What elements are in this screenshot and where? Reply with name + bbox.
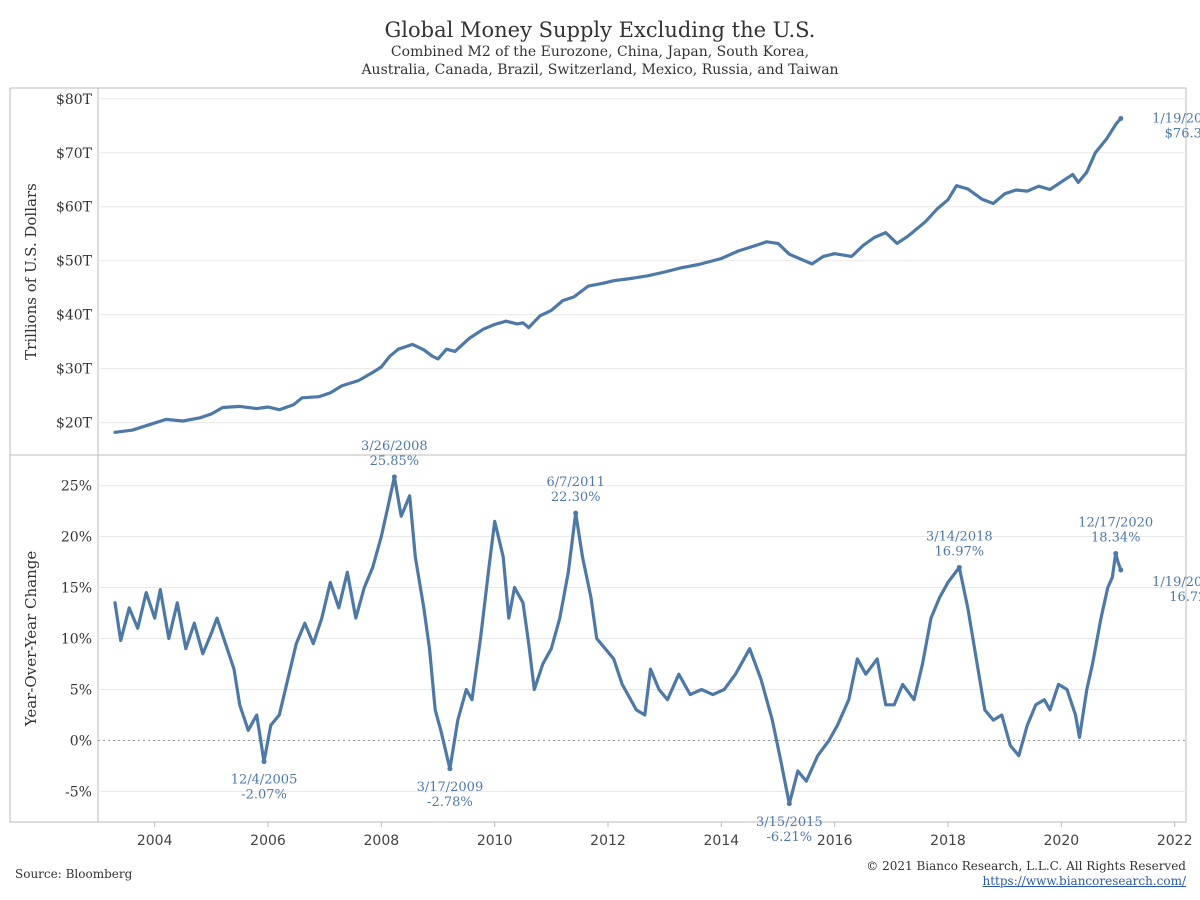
y-tick-label: 20% [61, 530, 92, 546]
y-tick-label: $60T [56, 200, 93, 216]
y-tick-label: 15% [61, 581, 92, 597]
annotation-point [786, 801, 792, 807]
annotation-label: 1/19/2021 [1152, 575, 1200, 590]
x-tick-label: 2012 [590, 833, 626, 849]
chart-title: Global Money Supply Excluding the U.S. [384, 18, 816, 42]
annotation-label: 3/14/2018 [926, 529, 993, 544]
annotation-point [956, 564, 962, 570]
x-tick-label: 2018 [930, 833, 966, 849]
y-tick-label: $30T [56, 362, 93, 378]
annotation-label: $76.35T [1165, 126, 1200, 141]
y-tick-label: $40T [56, 308, 93, 324]
chart-subtitle-line2: Australia, Canada, Brazil, Switzerland, … [361, 62, 839, 78]
y-tick-label: -5% [65, 784, 92, 800]
y-tick-label: $80T [56, 92, 93, 108]
y-tick-label: $70T [56, 146, 93, 162]
annotation-label: 18.34% [1091, 530, 1141, 545]
x-tick-label: 2006 [250, 833, 286, 849]
annotation-label: 12/17/2020 [1078, 515, 1153, 530]
chart-subtitle-line1: Combined M2 of the Eurozone, China, Japa… [390, 44, 810, 60]
annotation-label: 12/4/2005 [231, 773, 298, 788]
x-tick-label: 2020 [1044, 833, 1080, 849]
x-tick-label: 2008 [364, 833, 400, 849]
y-tick-label: 10% [61, 632, 92, 648]
annotation-point [1118, 567, 1124, 573]
annotation-point [391, 474, 397, 480]
annotation-label: 16.97% [935, 544, 985, 559]
x-tick-label: 2010 [477, 833, 513, 849]
source-note: Source: Bloomberg [15, 867, 133, 881]
y-tick-label: $20T [56, 416, 93, 432]
x-tick-label: 2014 [704, 833, 740, 849]
x-tick-label: 2004 [137, 833, 173, 849]
annotation-label: 22.30% [551, 490, 601, 505]
y-axis-label: Year-Over-Year Change [22, 551, 40, 728]
panel-frame [9, 87, 1187, 456]
x-tick-label: 2016 [817, 833, 853, 849]
y-tick-label: 0% [70, 733, 92, 749]
y-tick-label: 5% [70, 682, 92, 698]
annotation-label: 3/17/2009 [417, 780, 484, 795]
annotation-point [261, 759, 267, 765]
y-tick-label: 25% [61, 479, 92, 495]
annotation-point [1113, 550, 1119, 556]
y-tick-label: $50T [56, 254, 93, 270]
annotation-label: -2.78% [427, 795, 473, 810]
annotation-label: 25.85% [370, 454, 420, 469]
annotation-label: -2.07% [241, 788, 287, 803]
website-link[interactable]: https://www.biancoresearch.com/ [982, 874, 1186, 888]
copyright-note: © 2021 Bianco Research, L.L.C. All Right… [866, 859, 1186, 873]
annotation-label: 3/26/2008 [361, 439, 428, 454]
annotation-label: -6.21% [766, 830, 812, 845]
annotation-point [1118, 115, 1124, 121]
x-tick-label: 2022 [1157, 833, 1193, 849]
annotation-point [447, 766, 453, 772]
series-line [113, 475, 1123, 806]
annotation-label: 16.72% [1169, 590, 1200, 605]
annotation-point [573, 510, 579, 516]
y-axis-label: Trillions of U.S. Dollars [22, 183, 40, 360]
annotation-label: 6/7/2011 [547, 475, 605, 490]
series-line [113, 116, 1123, 434]
annotation-label: 3/15/2015 [756, 815, 823, 830]
annotation-label: 1/19/2021 [1152, 111, 1200, 126]
